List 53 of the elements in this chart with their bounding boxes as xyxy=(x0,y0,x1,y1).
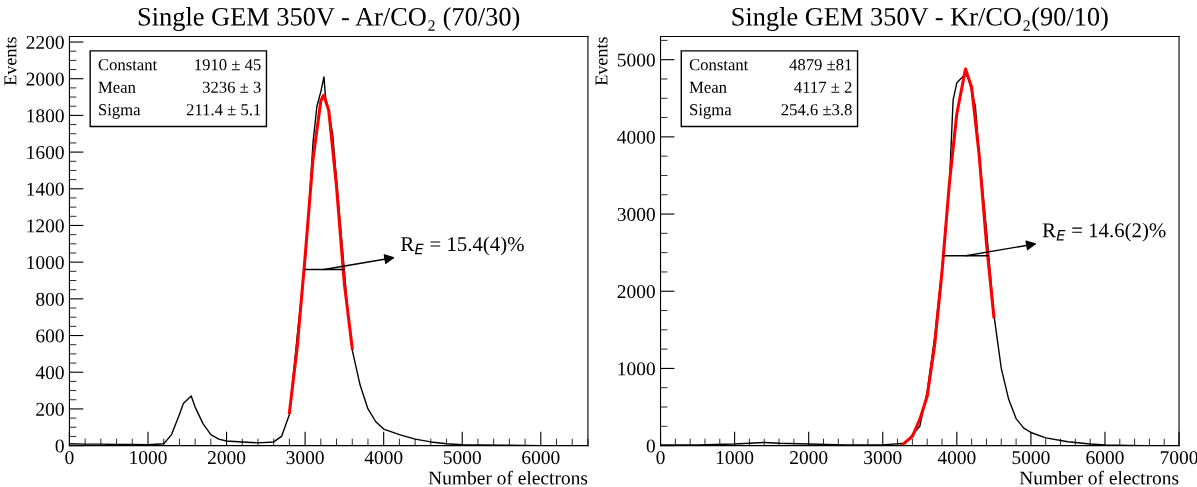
annotation: R$_{E}$ = 15.4(4)% xyxy=(400,236,524,256)
annotation: 3236 ± 3 xyxy=(202,81,261,93)
y-tick-label: 3000 xyxy=(617,207,655,221)
y-tick-label: 1800 xyxy=(27,109,64,123)
annotation: Sigma xyxy=(690,104,732,119)
y-tick-label: 2000 xyxy=(617,285,655,299)
x-tick-label: 6000 xyxy=(1086,451,1124,465)
y-tick-label: 2200 xyxy=(26,35,64,49)
x-tick-label: 3000 xyxy=(286,451,324,465)
x-tick-label: 7000 xyxy=(1160,451,1197,465)
annotation: Mean xyxy=(98,81,136,93)
annotation: 211.4 ± 5.1 xyxy=(186,104,261,116)
x-tick-label: 5000 xyxy=(1012,451,1050,465)
y-tick-label: 800 xyxy=(36,292,64,306)
x-tick-label: 0 xyxy=(65,451,74,465)
y-tick-label: 1000 xyxy=(27,255,64,270)
y-axis-title: Events xyxy=(595,37,608,86)
annotation: 4879 ±81 xyxy=(789,59,852,71)
y-tick-label: 1600 xyxy=(27,145,64,160)
y-tick-label: 0 xyxy=(646,439,655,453)
y-tick-label: 4000 xyxy=(617,130,655,144)
x-tick-label: 1000 xyxy=(130,451,167,465)
annotation: Sigma xyxy=(99,104,141,119)
y-tick-label: 600 xyxy=(36,329,64,343)
y-tick-label: 0 xyxy=(55,439,64,453)
annotation: Constant xyxy=(98,59,158,71)
x-tick-label: 1000 xyxy=(716,451,754,465)
y-tick-label: 5000 xyxy=(617,53,655,67)
x-tick-label: 3000 xyxy=(864,451,902,465)
y-tick-label: 400 xyxy=(35,366,64,380)
x-tick-label: 5000 xyxy=(443,451,481,465)
x-axis-title: Number of electrons xyxy=(428,470,588,485)
y-tick-label: 2000 xyxy=(26,72,64,86)
annotation: Mean xyxy=(689,81,727,93)
annotation: R$_{E}$ = 14.6(2)% xyxy=(1042,222,1166,242)
y-axis-title: Events xyxy=(4,37,17,86)
annotation: 254.6 ±3.8 xyxy=(781,104,852,116)
x-tick-label: 0 xyxy=(656,451,665,465)
x-tick-label: 2000 xyxy=(790,451,828,465)
annotation: Constant xyxy=(689,59,749,71)
y-tick-label: 200 xyxy=(36,402,64,416)
y-tick-label: 1200 xyxy=(27,219,64,233)
x-axis-title: Number of electrons xyxy=(1019,470,1179,485)
annotation: 1910 ± 45 xyxy=(195,59,261,71)
x-tick-label: 6000 xyxy=(522,451,560,465)
y-tick-label: 1400 xyxy=(27,182,64,196)
x-tick-label: 4000 xyxy=(937,451,976,465)
chart-title: Single GEM 350V - Kr/CO₂(90/10) xyxy=(732,7,1108,32)
x-tick-label: 2000 xyxy=(207,451,246,465)
y-tick-label: 1000 xyxy=(618,362,655,376)
x-tick-label: 4000 xyxy=(364,451,403,465)
chart-title: Single GEM 350V - Ar/CO₂ (70/30) xyxy=(138,7,520,32)
annotation: 4117 ± 2 xyxy=(794,81,852,93)
